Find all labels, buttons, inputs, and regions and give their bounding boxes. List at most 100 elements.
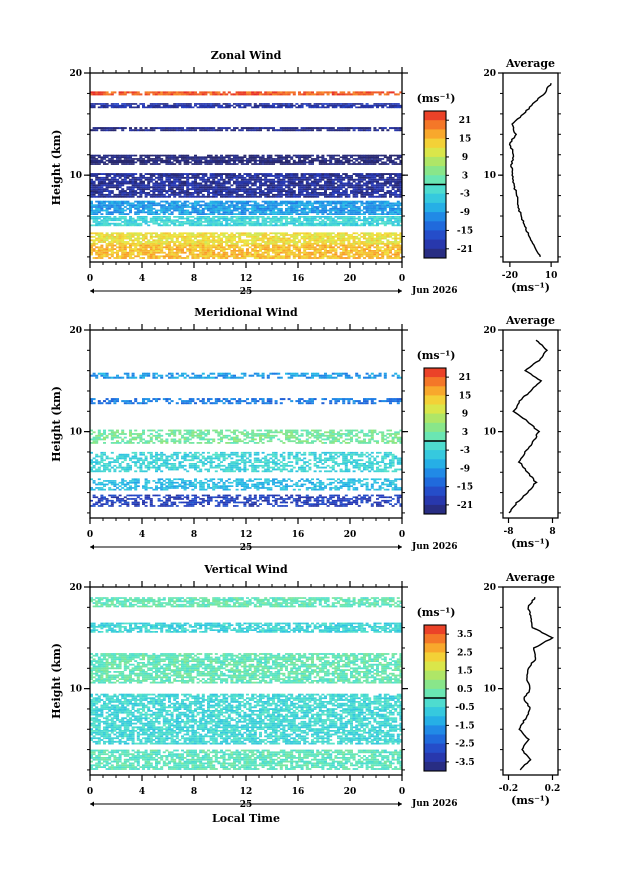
heatmap-cell (365, 106, 369, 109)
heatmap-cell (386, 222, 390, 225)
heatmap-cell (285, 213, 288, 215)
heatmap-cell (272, 251, 275, 254)
heatmap-cell (168, 184, 171, 187)
heatmap-cell (253, 242, 257, 245)
heatmap-cell (217, 175, 221, 177)
heatmap-cell (261, 161, 265, 164)
heatmap-cell (287, 188, 291, 191)
heatmap-cell (292, 253, 296, 256)
heatmap-cell (316, 237, 320, 240)
heatmap-cell (191, 195, 195, 198)
heatmap-cell (285, 222, 288, 225)
heatmap-cell (207, 129, 210, 132)
heatmap-cell (308, 257, 312, 259)
heatmap-cell (357, 93, 361, 96)
heatmap-cell (251, 129, 255, 132)
heatmap-cell (339, 204, 343, 207)
heatmap-cell (256, 211, 260, 214)
heatmap-cell (321, 154, 325, 157)
heatmap-cell (311, 161, 314, 164)
heatmap-cell (238, 190, 242, 192)
heatmap-cell (326, 222, 330, 225)
heatmap-cell (360, 188, 364, 191)
heatmap-cell (370, 156, 374, 159)
heatmap-cell (207, 251, 210, 254)
heatmap-cell (365, 188, 369, 191)
heatmap-cell (269, 202, 273, 205)
heatmap-cell (256, 176, 260, 179)
heatmap-cell (157, 106, 161, 109)
heatmap-cell (157, 184, 161, 187)
heatmap-cell (396, 193, 400, 196)
heatmap-cell (92, 219, 96, 222)
heatmap-cell (344, 103, 348, 105)
heatmap-cell (162, 242, 166, 245)
heatmap-cell (300, 180, 304, 183)
heatmap-cell (272, 103, 275, 105)
heatmap-cell (269, 200, 273, 203)
heatmap-cell (329, 156, 333, 159)
heatmap-cell (139, 217, 143, 220)
heatmap-cell (370, 234, 374, 236)
heatmap-cell (391, 209, 395, 212)
heatmap-cell (238, 222, 242, 225)
heatmap-cell (266, 221, 270, 223)
heatmap-cell (92, 204, 96, 207)
heatmap-cell (136, 202, 140, 205)
heatmap-cell (321, 216, 325, 218)
heatmap-cell (383, 221, 387, 223)
heatmap-cell (368, 161, 372, 164)
heatmap-cell (188, 242, 192, 245)
heatmap-cell (396, 180, 400, 183)
heatmap-cell (313, 239, 317, 242)
heatmap-cell (342, 161, 346, 164)
heatmap-cell (90, 202, 93, 205)
heatmap-cell (160, 159, 164, 162)
heatmap-cell (300, 235, 304, 238)
heatmap-cell (116, 103, 119, 105)
heatmap-cell (100, 91, 104, 94)
heatmap-cell (194, 206, 197, 208)
heatmap-cell (285, 104, 288, 107)
heatmap-cell (222, 127, 226, 130)
heatmap-cell (194, 184, 197, 187)
heatmap-cell (266, 200, 270, 203)
heatmap-cell (186, 186, 190, 189)
heatmap-cell (134, 127, 138, 130)
heatmap-cell (136, 241, 140, 243)
heatmap-cell (381, 129, 385, 132)
heatmap-cell (365, 253, 369, 256)
heatmap-cell (168, 175, 171, 177)
heatmap-cell (222, 253, 226, 256)
heatmap-cell (199, 222, 203, 225)
heatmap-cell (256, 173, 260, 175)
heatmap-cell (173, 192, 177, 194)
heatmap-cell (149, 211, 153, 214)
heatmap-cell (90, 253, 93, 256)
heatmap-cell (381, 204, 385, 207)
heatmap-cell (181, 222, 184, 225)
heatmap-cell (165, 163, 169, 165)
heatmap-cell (256, 178, 260, 181)
heatmap-cell (139, 200, 143, 203)
heatmap-cell (243, 156, 247, 159)
heatmap-cell (329, 255, 333, 258)
heatmap-cell (90, 184, 93, 187)
heatmap-cell (95, 175, 99, 177)
heatmap-cell (399, 202, 403, 205)
heatmap-cell (165, 178, 169, 181)
heatmap-cell (368, 253, 372, 256)
heatmap-cell (243, 103, 247, 105)
heatmap-cell (142, 154, 145, 157)
heatmap-cell (238, 106, 242, 109)
heatmap-cell (168, 178, 171, 181)
heatmap-cell (300, 222, 304, 225)
heatmap-cell (326, 237, 330, 240)
heatmap-cell (243, 91, 247, 94)
heatmap-cell (136, 200, 140, 203)
heatmap-cell (376, 161, 379, 164)
heatmap-cell (105, 103, 109, 105)
heatmap-cell (121, 224, 125, 227)
heatmap-cell (92, 192, 96, 194)
heatmap-cell (160, 93, 164, 96)
